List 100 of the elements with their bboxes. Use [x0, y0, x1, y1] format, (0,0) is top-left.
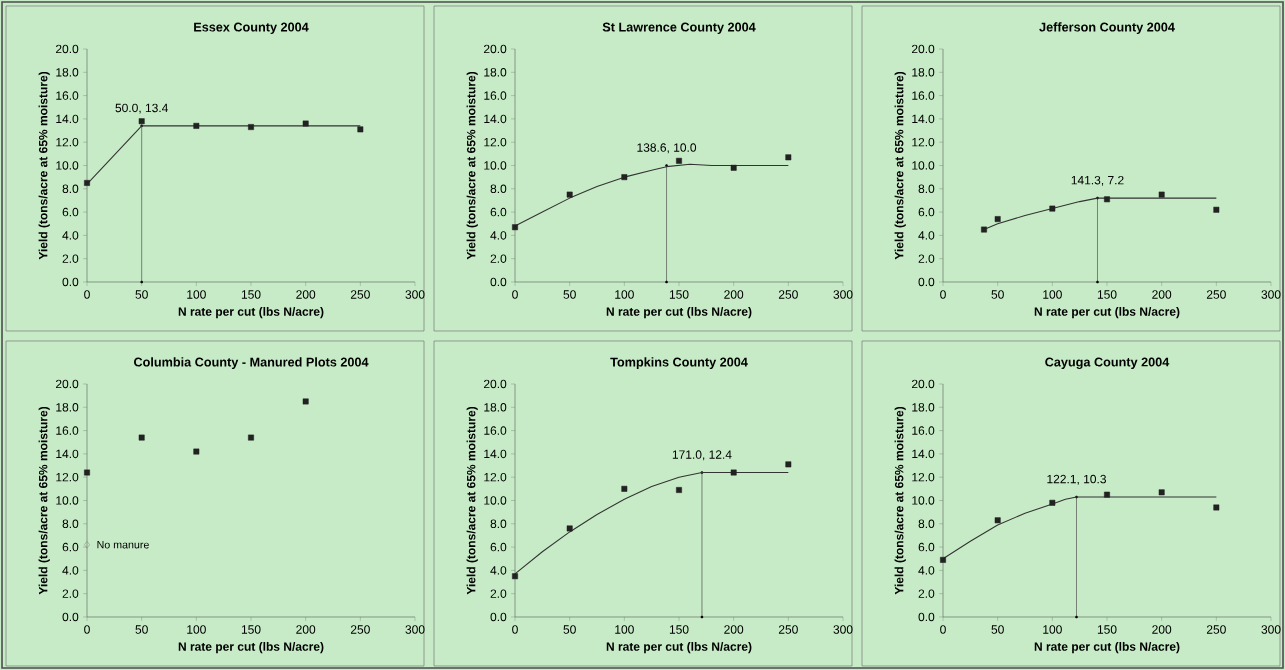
y-tick-label: 16.0 [484, 91, 507, 100]
y-tick-label: 0.0 [490, 277, 507, 287]
y-tick-label: 8.0 [490, 519, 507, 529]
y-tick-label: 18.0 [484, 403, 507, 412]
y-tick-label: 2.0 [918, 589, 935, 598]
x-tick-label: 50 [991, 625, 1004, 634]
y-tick-label: 0.0 [62, 612, 79, 622]
y-tick-label: 12.0 [912, 472, 935, 482]
x-tick-label: 250 [350, 625, 370, 634]
x-tick-label: 300 [405, 290, 425, 299]
x-tick-label: 0 [512, 625, 518, 634]
x-tick-label: 250 [1206, 290, 1226, 299]
y-tick-label: 20.0 [56, 379, 79, 389]
y-tick-label: 20.0 [483, 44, 507, 54]
x-tick-label: 250 [350, 290, 370, 299]
y-tick-label: 2.0 [918, 254, 935, 263]
y-tick-label: 18.0 [912, 68, 935, 77]
annotation: 122.1, 10.3 [1047, 474, 1106, 485]
y-tick-label: 12.0 [912, 137, 935, 147]
x-tick-label: 100 [1043, 625, 1062, 634]
chart-title: Columbia County - Manured Plots 2004 [134, 357, 369, 370]
x-tick-label: 150 [669, 625, 689, 634]
y-tick-label: 0.0 [918, 612, 935, 622]
x-tick-label: 0 [940, 290, 946, 299]
x-tick-label: 250 [778, 625, 798, 634]
y-tick-label: 8.0 [62, 519, 79, 529]
y-tick-label: 4.0 [918, 231, 935, 240]
y-tick-label: 10.0 [56, 161, 79, 170]
y-tick-label: 16.0 [484, 426, 507, 435]
x-tick-label: 300 [1261, 290, 1281, 299]
x-tick-label: 200 [296, 625, 316, 634]
y-tick-label: 4.0 [62, 566, 79, 575]
y-axis-title: Yield (tons/acre at 65% moisture) [38, 406, 50, 595]
x-tick-label: 200 [724, 290, 744, 299]
x-tick-label: 300 [1261, 625, 1281, 634]
x-tick-label: 250 [778, 290, 798, 299]
y-tick-label: 8.0 [918, 519, 935, 529]
y-tick-label: 6.0 [490, 542, 507, 552]
x-tick-label: 100 [187, 625, 206, 634]
x-tick-label: 50 [991, 290, 1004, 299]
y-axis-title: Yield (tons/acre at 65% moisture) [38, 71, 50, 260]
y-tick-label: 14.0 [912, 449, 935, 459]
y-tick-label: 8.0 [918, 184, 935, 194]
y-axis-title: Yield (tons/acre at 65% moisture) [466, 71, 478, 260]
y-tick-label: 6.0 [918, 542, 935, 552]
y-tick-label: 8.0 [490, 184, 507, 194]
y-tick-label: 6.0 [918, 207, 935, 217]
y-tick-label: 14.0 [484, 449, 507, 459]
annotation: 141.3, 7.2 [1071, 175, 1124, 186]
y-tick-label: 18.0 [912, 403, 935, 412]
x-tick-label: 0 [940, 625, 946, 634]
y-tick-label: 10.0 [56, 496, 79, 505]
x-tick-label: 50 [563, 290, 576, 299]
x-tick-label: 0 [512, 290, 518, 299]
x-tick-label: 300 [833, 625, 853, 634]
y-tick-label: 18.0 [56, 68, 79, 77]
x-tick-label: 0 [84, 290, 90, 299]
y-tick-label: 14.0 [56, 114, 79, 124]
y-tick-label: 10.0 [484, 496, 507, 505]
x-tick-label: 0 [84, 625, 90, 634]
y-tick-label: 2.0 [490, 589, 507, 598]
x-tick-label: 150 [1097, 290, 1117, 299]
x-tick-label: 200 [724, 625, 744, 634]
chart-title: St Lawrence County 2004 [602, 22, 756, 35]
y-tick-label: 6.0 [490, 207, 507, 217]
x-tick-label: 150 [241, 625, 261, 634]
y-tick-label: 14.0 [912, 114, 935, 124]
y-tick-label: 16.0 [912, 91, 935, 100]
y-tick-label: 20.0 [56, 44, 79, 54]
x-tick-label: 200 [296, 290, 316, 299]
x-tick-label: 300 [405, 625, 425, 634]
annotation: 138.6, 10.0 [637, 143, 697, 154]
y-tick-label: 16.0 [56, 426, 79, 435]
x-tick-label: 150 [241, 290, 261, 299]
x-tick-label: 200 [1152, 290, 1172, 299]
y-tick-label: 0.0 [62, 277, 79, 287]
x-tick-label: 300 [833, 290, 853, 299]
x-axis-title: N rate per cut (lbs N/acre) [178, 307, 324, 319]
x-tick-label: 50 [135, 290, 148, 299]
x-tick-label: 50 [135, 625, 148, 634]
x-tick-label: 150 [669, 290, 689, 299]
x-tick-label: 100 [615, 290, 634, 299]
y-axis-title: Yield (tons/acre at 65% moisture) [894, 71, 906, 260]
y-axis-title: Yield (tons/acre at 65% moisture) [894, 406, 906, 595]
x-tick-label: 100 [187, 290, 206, 299]
y-tick-label: 20.0 [911, 44, 935, 54]
y-tick-label: 6.0 [62, 542, 79, 552]
chart-title: Essex County 2004 [194, 22, 309, 35]
y-tick-label: 12.0 [56, 472, 79, 482]
x-tick-label: 100 [615, 625, 634, 634]
chart-title: Tompkins County 2004 [610, 357, 748, 370]
x-tick-label: 200 [1152, 625, 1172, 634]
chart-title: Cayuga County 2004 [1045, 357, 1170, 370]
x-tick-label: 250 [1206, 625, 1226, 634]
y-tick-label: 10.0 [484, 161, 507, 170]
annotation: 50.0, 13.4 [115, 103, 168, 114]
y-tick-label: 16.0 [912, 426, 935, 435]
y-axis-title: Yield (tons/acre at 65% moisture) [466, 406, 478, 595]
y-tick-label: 10.0 [912, 161, 935, 170]
y-tick-label: 2.0 [62, 589, 79, 598]
